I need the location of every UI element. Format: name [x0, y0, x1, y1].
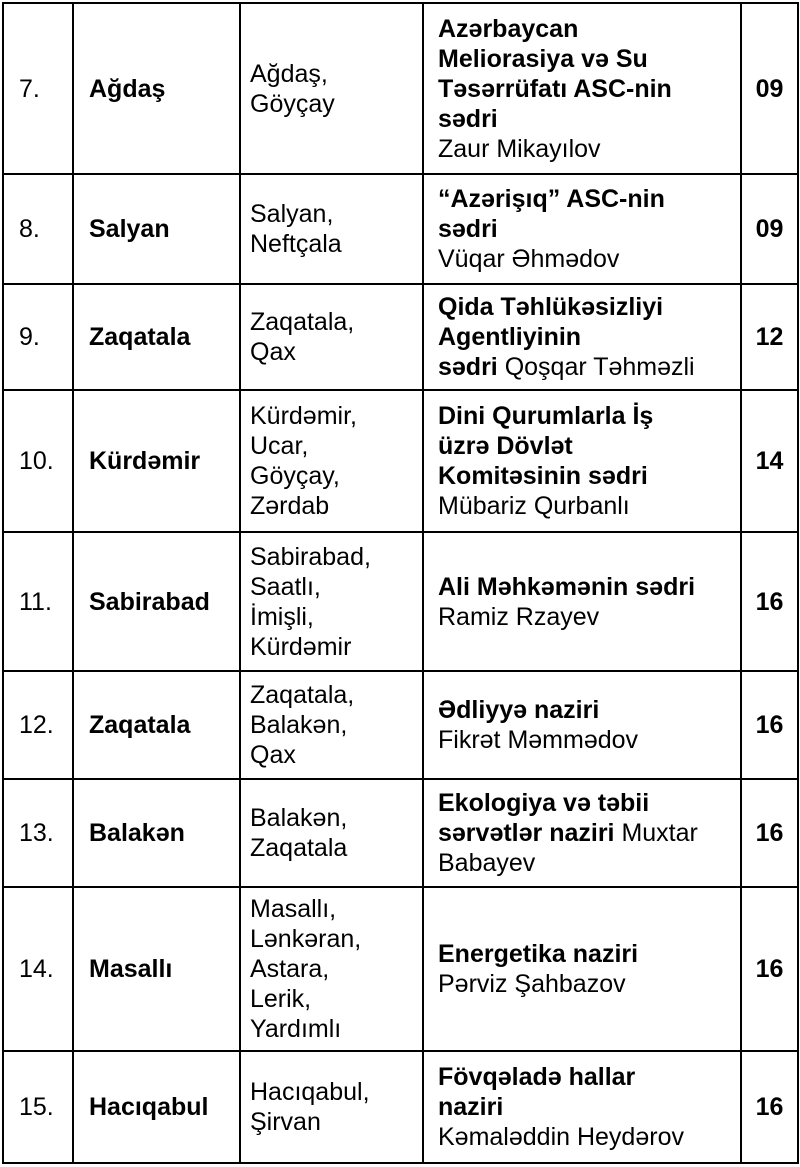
row-number: 9. — [2, 283, 74, 391]
district-name: Sabirabad — [72, 531, 241, 672]
person-name: Kəmaləddin Heydərov — [438, 1123, 684, 1151]
position-cell: Qida Təhlükəsizliyi Agentliyinin sədri Q… — [422, 283, 742, 391]
position-cell: Ali Məhkəmənin sədri Ramiz Rzayev — [422, 531, 742, 672]
row-number: 10. — [2, 389, 74, 533]
table-row: 9. Zaqatala Zaqatala, Qax Qida Təhlükəsi… — [2, 283, 799, 391]
coverage-districts: Zaqatala, Qax — [239, 283, 424, 391]
row-number: 7. — [2, 2, 74, 175]
district-name: Zaqatala — [72, 670, 241, 780]
person-name: Mübariz Qurbanlı — [438, 492, 630, 520]
table-row: 13. Balakən Balakən, Zaqatala Ekologiya … — [2, 778, 799, 888]
person-name: Zaur Mikayılov — [438, 134, 601, 163]
district-name: Hacıqabul — [72, 1050, 241, 1164]
coverage-districts: Hacıqabul, Şirvan — [239, 1050, 424, 1164]
district-name: Salyan — [72, 173, 241, 285]
row-number: 8. — [2, 173, 74, 285]
table-row: 12. Zaqatala Zaqatala, Balakən, Qax Ədli… — [2, 670, 799, 780]
table-row: 14. Masallı Masallı, Lənkəran, Astara, L… — [2, 886, 799, 1052]
code-value: 16 — [740, 531, 799, 672]
code-value: 09 — [740, 2, 799, 175]
district-name: Balakən — [72, 778, 241, 888]
position-title: Ədliyyə naziri — [438, 696, 600, 724]
position-title: Ali Məhkəmənin sədri — [438, 572, 696, 601]
coverage-districts: Sabirabad, Saatlı, İmişli, Kürdəmir — [239, 531, 424, 672]
person-name: Fikrət Məmmədov — [438, 726, 639, 754]
coverage-districts: Kürdəmir, Ucar, Göyçay, Zərdab — [239, 389, 424, 533]
code-value: 16 — [740, 1050, 799, 1164]
position-title: Dini Qurumlarla İş üzrə Dövlət Komitəsin… — [438, 402, 654, 490]
row-number: 12. — [2, 670, 74, 780]
coverage-districts: Ağdaş, Göyçay — [239, 2, 424, 175]
district-name: Ağdaş — [72, 2, 241, 175]
person-name: Pərviz Şahbazov — [438, 970, 626, 998]
code-value: 16 — [740, 778, 799, 888]
table-row: 10. Kürdəmir Kürdəmir, Ucar, Göyçay, Zər… — [2, 389, 799, 533]
position-cell: Ekologiya və təbii sərvətlər naziri Muxt… — [422, 778, 742, 888]
person-name: Qoşqar Təhməzli — [497, 353, 695, 381]
coverage-districts: Balakən, Zaqatala — [239, 778, 424, 888]
table-row: 15. Hacıqabul Hacıqabul, Şirvan Fövqəlad… — [2, 1050, 799, 1164]
position-cell: Ədliyyə naziri Fikrət Məmmədov — [422, 670, 742, 780]
district-name: Zaqatala — [72, 283, 241, 391]
person-name: Ramiz Rzayev — [438, 602, 600, 631]
position-cell: Dini Qurumlarla İş üzrə Dövlət Komitəsin… — [422, 389, 742, 533]
code-value: 14 — [740, 389, 799, 533]
code-value: 16 — [740, 886, 799, 1052]
row-number: 14. — [2, 886, 74, 1052]
code-value: 16 — [740, 670, 799, 780]
position-cell: “Azərişıq” ASC-nin sədri Vüqar Əhmədov — [422, 173, 742, 285]
table-row: 11. Sabirabad Sabirabad, Saatlı, İmişli,… — [2, 531, 799, 672]
district-name: Kürdəmir — [72, 389, 241, 533]
person-name: Muxtar Babayev — [438, 819, 698, 877]
row-number: 13. — [2, 778, 74, 888]
person-name: Vüqar Əhmədov — [438, 245, 620, 273]
coverage-districts: Zaqatala, Balakən, Qax — [239, 670, 424, 780]
row-number: 15. — [2, 1050, 74, 1164]
district-name: Masallı — [72, 886, 241, 1052]
position-title: Energetika naziri — [438, 940, 639, 968]
row-number: 11. — [2, 531, 74, 672]
code-value: 09 — [740, 173, 799, 285]
position-title: Azərbaycan Meliorasiya və Su Təsərrüfatı… — [438, 14, 672, 133]
position-cell: Energetika naziri Pərviz Şahbazov — [422, 886, 742, 1052]
position-cell: Azərbaycan Meliorasiya və Su Təsərrüfatı… — [422, 2, 742, 175]
code-value: 12 — [740, 283, 799, 391]
table-row: 7. Ağdaş Ağdaş, Göyçay Azərbaycan Melior… — [2, 2, 799, 175]
position-title: Fövqəladə hallar naziri — [438, 1063, 636, 1121]
position-title: “Azərişıq” ASC-nin sədri — [438, 185, 665, 243]
position-title: Ekologiya və təbii sərvətlər naziri — [438, 789, 650, 847]
position-title: Qida Təhlükəsizliyi Agentliyinin sədri — [438, 293, 664, 381]
position-cell: Fövqəladə hallar naziri Kəmaləddin Heydə… — [422, 1050, 742, 1164]
coverage-districts: Masallı, Lənkəran, Astara, Lerik, Yardım… — [239, 886, 424, 1052]
table-row: 8. Salyan Salyan, Neftçala “Azərişıq” AS… — [2, 173, 799, 285]
coverage-districts: Salyan, Neftçala — [239, 173, 424, 285]
